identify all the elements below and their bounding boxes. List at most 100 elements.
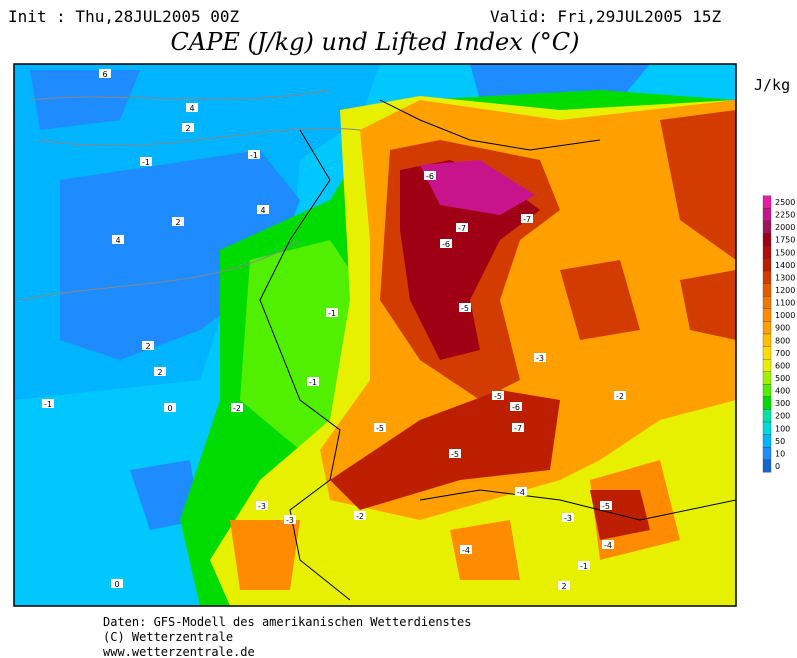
contour-label-box — [562, 513, 574, 522]
colorbar-label: 1400 — [775, 261, 795, 270]
contour-label: 2 — [175, 218, 180, 227]
colorbar-swatch — [762, 371, 772, 385]
contour-label-box — [600, 501, 612, 510]
colorbar-swatch — [762, 321, 772, 335]
contour-label: 2 — [157, 368, 162, 377]
contour-label: 2 — [185, 124, 190, 133]
contour-label: -1 — [142, 158, 150, 167]
contour-label-box — [284, 515, 296, 524]
contour-label: -7 — [514, 424, 522, 433]
contour-label-box — [521, 214, 533, 223]
contour-label: 4 — [260, 206, 265, 215]
contour-label-box — [248, 150, 260, 159]
contour-label: 0 — [167, 404, 172, 413]
contour-label: -2 — [233, 404, 241, 413]
contour-label: -1 — [44, 400, 52, 409]
contour-label: -1 — [309, 378, 317, 387]
contour-label-box — [578, 561, 590, 570]
colorbar-label: 1300 — [775, 273, 795, 282]
contour-label-box — [112, 235, 124, 244]
colorbar-label: 1500 — [775, 248, 795, 257]
contour-label-box — [182, 123, 194, 132]
contour-label-box — [257, 205, 269, 214]
contour-label: -5 — [451, 450, 459, 459]
contour-label: -1 — [328, 309, 336, 318]
colorbar-label: 1100 — [775, 299, 795, 308]
contour-label-box — [354, 511, 366, 520]
colorbar-label: 1750 — [775, 236, 795, 245]
contour-label-box — [512, 423, 524, 432]
colorbar-swatch — [762, 220, 772, 234]
contour-label: -1 — [580, 562, 588, 571]
colorbar-swatch — [762, 333, 772, 347]
contour-label: -3 — [536, 354, 544, 363]
contour-label-box — [456, 223, 468, 232]
contour-label: -5 — [602, 502, 610, 511]
contour-label-box — [172, 217, 184, 226]
contour-label-box — [492, 391, 504, 400]
contour-label-box — [510, 402, 522, 411]
colorbar-swatch — [762, 258, 772, 272]
contour-label: -5 — [376, 424, 384, 433]
contour-label-box — [231, 403, 243, 412]
contour-label-box — [374, 423, 386, 432]
contour-label: -7 — [458, 224, 466, 233]
map-title: CAPE (J/kg) und Lifted Index (°C) — [171, 28, 580, 56]
contour-label-box — [602, 540, 614, 549]
map-frame — [13, 63, 737, 607]
contour-label: -5 — [494, 392, 502, 401]
footer-line: Daten: GFS-Modell des amerikanischen Wet… — [103, 615, 471, 629]
colorbar-label: 10 — [775, 449, 785, 458]
colorbar-swatch — [762, 358, 772, 372]
contour-label: -5 — [461, 304, 469, 313]
contour-label-box — [307, 377, 319, 386]
contour-label: -1 — [250, 151, 258, 160]
contour-label-box — [449, 449, 461, 458]
init-time: Init : Thu,28JUL2005 00Z — [8, 7, 240, 26]
colorbar-label: 600 — [775, 361, 790, 370]
contour-label: -3 — [564, 514, 572, 523]
colorbar-label: 200 — [775, 412, 790, 421]
footer-line: www.wetterzentrale.de — [103, 645, 255, 658]
contour-label: 4 — [115, 236, 120, 245]
map-field — [14, 64, 736, 606]
colorbar-swatch — [762, 459, 772, 473]
contour-label-box — [460, 545, 472, 554]
contour-label: -2 — [356, 512, 364, 521]
contour-label: -4 — [604, 541, 612, 550]
contour-label-box — [424, 171, 436, 180]
colorbar-swatch — [762, 233, 772, 247]
contour-label-box — [614, 391, 626, 400]
contour-label: 4 — [189, 104, 194, 113]
colorbar-label: 2500 — [775, 198, 795, 207]
contour-label: -2 — [616, 392, 624, 401]
colorbar-swatch — [762, 195, 772, 209]
colorbar-swatch — [762, 409, 772, 423]
colorbar-label: 2250 — [775, 211, 795, 220]
contour-label: -3 — [286, 516, 294, 525]
contour-label-box — [534, 353, 546, 362]
contour-label-box — [256, 501, 268, 510]
contour-label-box — [111, 579, 123, 588]
colorbar-label: 0 — [775, 462, 780, 471]
contour-label-box — [42, 399, 54, 408]
contour-label-box — [326, 308, 338, 317]
colorbar-swatch — [762, 384, 772, 398]
contour-label: -4 — [517, 488, 525, 497]
colorbar-label: 800 — [775, 336, 790, 345]
contour-label-box — [99, 69, 111, 78]
colorbar-label: 1200 — [775, 286, 795, 295]
contour-label-box — [459, 303, 471, 312]
contour-label: 0 — [114, 580, 119, 589]
colorbar-label: 300 — [775, 399, 790, 408]
contour-label-box — [515, 487, 527, 496]
colorbar-label: 400 — [775, 387, 790, 396]
contour-label: 2 — [145, 342, 150, 351]
colorbar-label: 700 — [775, 349, 790, 358]
contour-label: -3 — [258, 502, 266, 511]
colorbar-unit: J/kg — [754, 76, 790, 94]
contour-label-box — [154, 367, 166, 376]
contour-label-box — [164, 403, 176, 412]
valid-time: Valid: Fri,29JUL2005 15Z — [490, 7, 722, 26]
